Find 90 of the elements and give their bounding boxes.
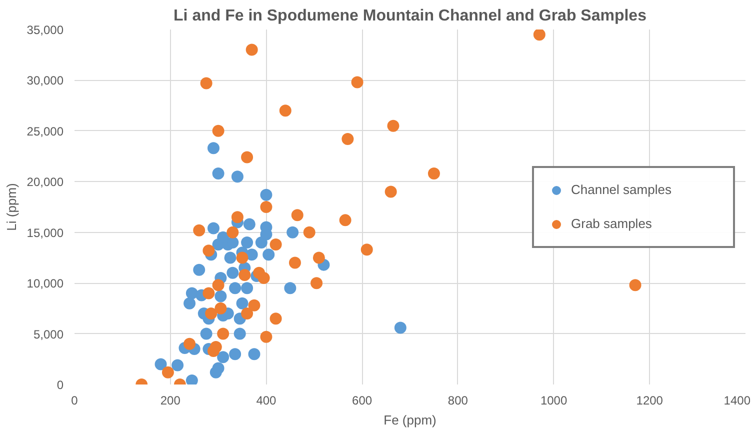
- point: [428, 168, 440, 180]
- point: [288, 256, 301, 269]
- point: [291, 209, 304, 222]
- point: [533, 30, 546, 41]
- point: [226, 226, 239, 238]
- point: [212, 168, 224, 180]
- chart-title: Li and Fe in Spodumene Mountain Channel and Grab Samples: [174, 8, 647, 24]
- point: [241, 151, 254, 164]
- point: [229, 282, 242, 294]
- point: [351, 76, 364, 88]
- point: [248, 348, 260, 360]
- point: [241, 308, 254, 320]
- point: [210, 366, 222, 378]
- point: [172, 359, 184, 372]
- point: [202, 244, 215, 257]
- point: [200, 77, 212, 90]
- x-axis-title: Fe (ppm): [384, 412, 436, 428]
- point: [286, 226, 299, 238]
- point: [184, 338, 196, 350]
- point: [260, 330, 272, 343]
- point: [193, 224, 206, 236]
- x-tick-label: 600: [352, 394, 372, 408]
- y-axis-title: Li (ppm): [4, 183, 19, 231]
- x-tick-label: 200: [160, 394, 181, 408]
- point: [236, 252, 248, 264]
- point: [260, 201, 272, 213]
- y-tick-label: 10,000: [26, 276, 64, 291]
- y-tick-label: 0: [56, 378, 64, 392]
- point: [214, 290, 227, 302]
- point: [202, 287, 215, 300]
- x-tick-label: 800: [448, 394, 468, 408]
- y-tick-label: 30,000: [26, 74, 64, 88]
- point: [231, 170, 244, 183]
- point: [217, 351, 230, 364]
- point: [279, 104, 292, 117]
- point: [184, 297, 196, 310]
- x-tick-label: 1400: [724, 394, 751, 408]
- point: [224, 252, 236, 264]
- point: [241, 236, 254, 248]
- point: [360, 244, 373, 256]
- y-tick-label: 5,000: [33, 327, 64, 342]
- point: [238, 268, 251, 281]
- point: [200, 328, 212, 340]
- point: [205, 308, 218, 320]
- point: [231, 211, 244, 224]
- point: [312, 252, 325, 264]
- point: [342, 133, 354, 146]
- point: [154, 358, 167, 370]
- y-tick-label: 20,000: [26, 175, 64, 190]
- point: [241, 282, 254, 294]
- x-tick-label: 400: [256, 394, 277, 408]
- point: [236, 297, 248, 310]
- point: [226, 266, 239, 279]
- point: [262, 248, 275, 261]
- point: [229, 348, 242, 360]
- point: [212, 279, 224, 292]
- point: [384, 186, 397, 198]
- point: [210, 340, 222, 353]
- point: [629, 279, 642, 292]
- point: [243, 218, 256, 230]
- point: [217, 328, 230, 340]
- point: [260, 188, 272, 201]
- point: [310, 277, 323, 290]
- point: [246, 44, 258, 56]
- point: [303, 226, 316, 238]
- point: [248, 299, 260, 312]
- point: [394, 322, 406, 334]
- y-tick-label: 35,000: [26, 23, 64, 37]
- point: [284, 282, 296, 294]
- y-tick-label: 15,000: [26, 226, 64, 240]
- point: [193, 264, 206, 276]
- point: [214, 302, 227, 314]
- point: [186, 374, 198, 384]
- point: [339, 214, 352, 226]
- x-tick-label: 1000: [540, 394, 568, 408]
- y-tick-label: 25,000: [26, 124, 64, 138]
- point: [212, 124, 224, 137]
- point: [234, 328, 246, 340]
- point: [162, 366, 174, 378]
- point: [186, 287, 198, 300]
- legend-label: Grab samples: [571, 216, 653, 231]
- point: [207, 222, 220, 234]
- point: [207, 142, 220, 154]
- point: [270, 312, 282, 325]
- point: [387, 120, 400, 132]
- legend-label: Channel samples: [571, 182, 672, 197]
- point: [270, 238, 282, 251]
- x-tick-label: 0: [71, 394, 78, 408]
- x-tick-label: 1200: [636, 394, 664, 408]
- point: [258, 272, 270, 284]
